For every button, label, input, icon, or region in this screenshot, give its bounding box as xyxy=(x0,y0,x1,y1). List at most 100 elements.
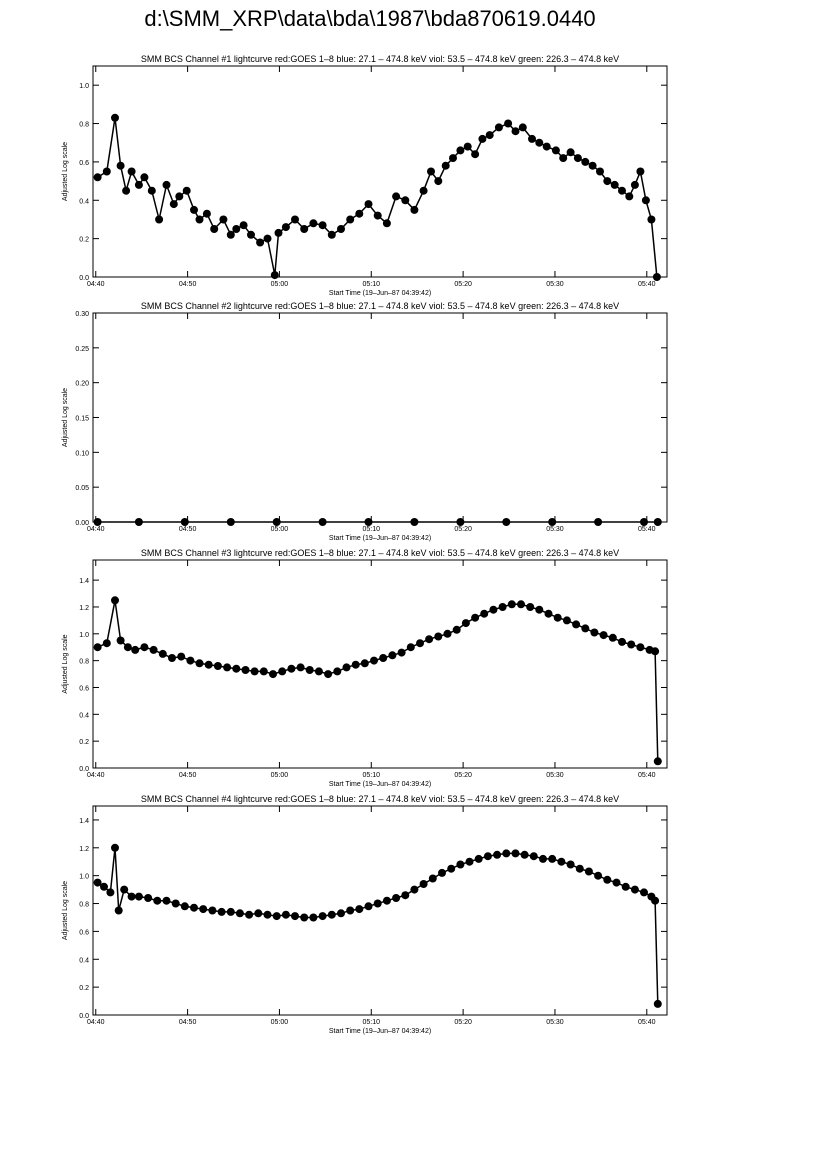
data-point xyxy=(351,660,360,669)
data-point xyxy=(406,643,415,652)
data-point xyxy=(461,619,470,628)
data-point xyxy=(131,645,140,654)
x-tick-label: 04:40 xyxy=(87,281,105,288)
data-point xyxy=(318,518,327,526)
y-tick-label: 0.8 xyxy=(79,659,89,666)
data-point xyxy=(517,600,525,609)
data-point xyxy=(603,875,612,884)
y-tick-label: 1.2 xyxy=(79,605,89,612)
data-point xyxy=(134,518,143,526)
data-point xyxy=(111,113,119,122)
data-point xyxy=(102,167,111,176)
data-point xyxy=(217,907,226,916)
data-point xyxy=(263,234,272,243)
data-point xyxy=(337,225,345,233)
x-tick-label: 04:50 xyxy=(179,281,197,288)
data-point xyxy=(140,643,149,652)
data-point xyxy=(346,906,355,915)
data-point xyxy=(483,852,492,861)
data-point xyxy=(342,663,351,672)
data-point xyxy=(247,230,255,239)
data-point xyxy=(535,138,544,147)
data-point xyxy=(511,849,520,858)
data-point xyxy=(355,905,364,914)
x-axis-label: Start Time (19–Jun–87 04:39:42) xyxy=(329,290,431,297)
data-point xyxy=(612,878,621,887)
data-point xyxy=(478,134,487,143)
data-point xyxy=(627,640,636,649)
x-tick-label: 04:50 xyxy=(179,1019,197,1026)
data-point xyxy=(608,633,617,642)
data-point xyxy=(199,905,208,914)
x-axis-label: Start Time (19–Jun–87 04:39:42) xyxy=(329,781,431,788)
y-tick-label: 1.0 xyxy=(79,632,89,639)
data-point xyxy=(158,649,167,658)
y-tick-label: 1.2 xyxy=(79,846,89,853)
data-point xyxy=(149,645,158,654)
data-point xyxy=(195,215,204,224)
data-point xyxy=(235,909,244,918)
data-point xyxy=(529,852,538,861)
data-point xyxy=(134,892,143,901)
x-tick-label: 05:40 xyxy=(638,526,656,533)
y-tick-label: 0.2 xyxy=(79,739,89,746)
y-axis-label: Adjusted Log scale xyxy=(62,388,69,447)
page-title: d:\SMM_XRP\data\bda\1987\bda870619.0440 xyxy=(144,6,596,31)
data-point xyxy=(116,161,125,170)
data-point xyxy=(272,912,281,921)
data-point xyxy=(300,225,309,233)
data-point xyxy=(542,142,551,151)
data-point xyxy=(636,167,645,176)
data-point xyxy=(382,896,391,905)
data-point xyxy=(518,123,527,132)
x-tick-label: 05:30 xyxy=(546,281,564,288)
data-point xyxy=(309,913,318,922)
chart-panel-2: SMM BCS Channel #2 lightcurve red:GOES 1… xyxy=(62,301,668,542)
y-tick-label: 0.20 xyxy=(75,381,89,388)
data-point xyxy=(438,868,446,877)
data-point xyxy=(416,639,424,648)
data-point xyxy=(93,878,102,887)
data-point xyxy=(494,123,503,132)
data-point xyxy=(625,192,634,201)
data-point xyxy=(272,518,281,526)
data-point xyxy=(291,215,299,224)
data-point xyxy=(144,894,153,902)
x-tick-label: 05:20 xyxy=(454,772,472,779)
data-point xyxy=(123,643,132,652)
data-point xyxy=(535,605,544,614)
data-point xyxy=(427,167,435,176)
data-point xyxy=(120,885,129,894)
data-point xyxy=(346,215,355,224)
y-tick-label: 0.0 xyxy=(79,275,89,282)
x-tick-label: 05:00 xyxy=(271,1019,289,1026)
data-point xyxy=(401,891,410,900)
data-point xyxy=(296,663,305,672)
data-point xyxy=(122,186,131,195)
data-point xyxy=(520,850,529,859)
y-tick-label: 0.10 xyxy=(75,450,89,457)
data-point xyxy=(443,629,452,638)
x-tick-label: 05:10 xyxy=(363,772,381,779)
data-point xyxy=(127,167,136,176)
data-point xyxy=(621,882,630,891)
y-tick-label: 0.8 xyxy=(79,122,89,129)
data-point xyxy=(651,896,660,905)
data-point xyxy=(147,186,156,195)
data-point xyxy=(327,910,336,919)
data-point xyxy=(498,603,507,611)
chart-title: SMM BCS Channel #3 lightcurve red:GOES 1… xyxy=(141,548,619,558)
data-point xyxy=(364,518,373,526)
data-point xyxy=(382,219,391,228)
x-tick-label: 05:00 xyxy=(271,526,289,533)
chart-panel-3: SMM BCS Channel #3 lightcurve red:GOES 1… xyxy=(62,548,668,788)
x-tick-label: 04:40 xyxy=(87,772,105,779)
y-tick-label: 1.4 xyxy=(79,818,89,825)
y-axis-label: Adjusted Log scale xyxy=(62,142,69,201)
data-point xyxy=(410,518,419,526)
data-point xyxy=(111,596,119,605)
data-point xyxy=(610,180,619,189)
data-point xyxy=(190,205,198,214)
data-point xyxy=(134,180,143,189)
data-point xyxy=(93,173,102,182)
